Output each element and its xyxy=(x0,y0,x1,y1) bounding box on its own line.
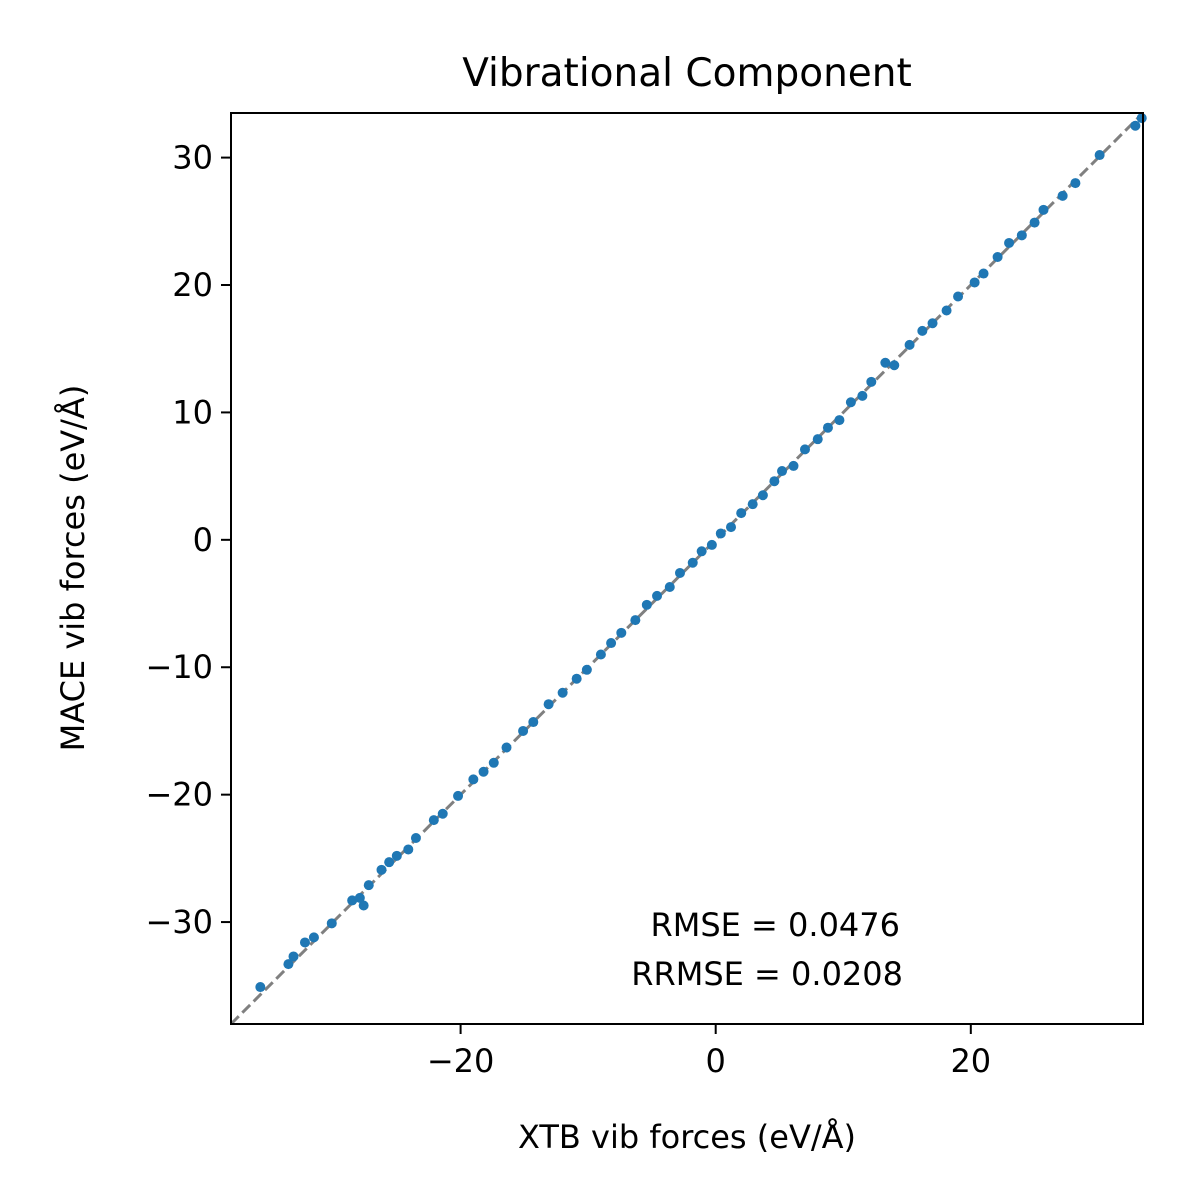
data-point xyxy=(501,742,512,753)
data-point xyxy=(917,325,928,336)
data-point xyxy=(528,717,539,728)
data-point xyxy=(384,857,395,868)
data-point xyxy=(1016,230,1027,241)
data-point xyxy=(606,638,617,649)
data-point xyxy=(799,444,810,455)
x-axis-label: XTB vib forces (eV/Å) xyxy=(518,1118,856,1156)
data-point xyxy=(953,291,964,302)
data-point xyxy=(652,590,663,601)
data-point xyxy=(358,900,369,911)
data-point xyxy=(822,422,833,433)
data-point xyxy=(478,766,489,777)
chart-title: Vibrational Component xyxy=(462,51,912,96)
data-point xyxy=(428,815,439,826)
data-point xyxy=(571,673,582,684)
data-point xyxy=(403,844,414,855)
data-point xyxy=(777,466,788,477)
data-point xyxy=(769,476,780,487)
data-point xyxy=(437,808,448,819)
data-point xyxy=(674,567,685,578)
data-point xyxy=(736,508,747,519)
data-point xyxy=(904,339,915,350)
data-point xyxy=(391,850,402,861)
data-point xyxy=(616,627,627,638)
y-tick-label: −20 xyxy=(145,776,213,814)
data-point xyxy=(1057,190,1068,201)
x-tick-label: −20 xyxy=(427,1042,495,1080)
data-point xyxy=(757,490,768,501)
data-point xyxy=(410,832,421,843)
data-point xyxy=(715,528,726,539)
data-point xyxy=(518,725,529,736)
data-point xyxy=(812,434,823,445)
data-point xyxy=(363,880,374,891)
y-tick-label: −10 xyxy=(145,648,213,686)
data-point xyxy=(543,699,554,710)
data-point xyxy=(326,918,337,929)
data-point xyxy=(488,757,499,768)
data-point xyxy=(557,687,568,698)
data-point xyxy=(788,460,799,471)
y-tick-label: 20 xyxy=(172,266,213,304)
data-point xyxy=(866,376,877,387)
data-point xyxy=(857,390,868,401)
data-point xyxy=(468,774,479,785)
data-point xyxy=(347,895,358,906)
y-tick-label: 30 xyxy=(172,139,213,177)
data-point xyxy=(696,546,707,557)
data-point xyxy=(641,599,652,610)
data-point xyxy=(255,982,266,993)
data-point xyxy=(889,360,900,371)
data-point xyxy=(299,937,310,948)
data-point xyxy=(288,951,299,962)
data-point xyxy=(747,499,758,510)
y-tick-label: 10 xyxy=(172,393,213,431)
data-point xyxy=(664,581,675,592)
data-point xyxy=(581,664,592,675)
data-point xyxy=(726,522,737,533)
data-point xyxy=(283,959,294,970)
data-point xyxy=(834,415,845,426)
y-tick-label: 0 xyxy=(193,521,213,559)
data-point xyxy=(1029,217,1040,228)
data-point xyxy=(1038,204,1049,215)
data-point xyxy=(453,790,464,801)
data-point xyxy=(880,357,891,368)
y-tick-label: −30 xyxy=(145,903,213,941)
data-point xyxy=(1094,150,1105,161)
data-point xyxy=(1136,113,1147,124)
y-axis-label: MACE vib forces (eV/Å) xyxy=(54,385,92,752)
data-point xyxy=(595,649,606,660)
data-point xyxy=(1070,178,1081,189)
data-point xyxy=(308,932,319,943)
data-point xyxy=(992,251,1003,262)
data-point xyxy=(376,864,387,875)
data-point xyxy=(941,305,952,316)
rrmse-annotation: RRMSE = 0.0208 xyxy=(631,955,903,993)
data-point xyxy=(687,557,698,568)
data-point xyxy=(1130,120,1141,131)
data-point xyxy=(354,892,365,903)
data-point xyxy=(969,277,980,288)
data-points xyxy=(255,113,1147,993)
data-point xyxy=(1004,237,1015,248)
rmse-annotation: RMSE = 0.0476 xyxy=(651,906,901,944)
plot-frame xyxy=(230,112,1144,1025)
data-point xyxy=(630,615,641,626)
data-point xyxy=(927,318,938,329)
data-point xyxy=(978,268,989,279)
x-tick-label: 20 xyxy=(950,1042,991,1080)
data-point xyxy=(706,539,717,550)
x-tick-label: 0 xyxy=(706,1042,726,1080)
data-point xyxy=(845,397,856,408)
